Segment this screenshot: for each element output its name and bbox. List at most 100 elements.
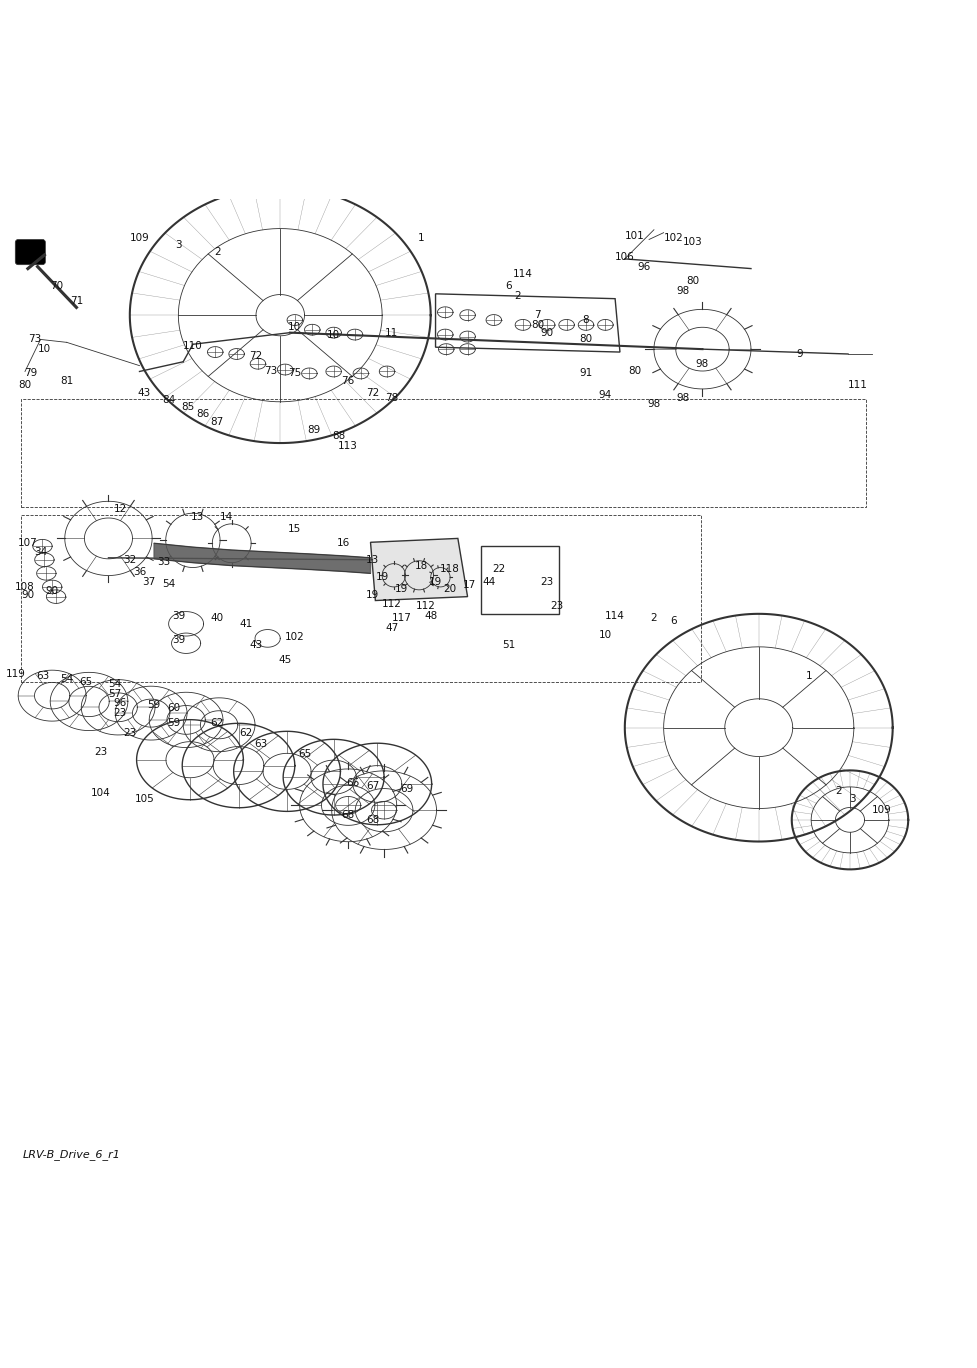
Text: 66: 66 — [347, 778, 360, 788]
Text: 62: 62 — [210, 718, 224, 728]
Text: 19: 19 — [375, 572, 389, 583]
Text: 23: 23 — [550, 602, 564, 611]
Text: 114: 114 — [605, 611, 625, 621]
Text: 88: 88 — [332, 431, 345, 442]
Text: 43: 43 — [138, 387, 151, 398]
Text: 44: 44 — [483, 577, 495, 587]
Text: 54: 54 — [108, 679, 122, 689]
Text: 20: 20 — [444, 584, 456, 594]
Text: 65: 65 — [79, 677, 93, 687]
Text: 63: 63 — [254, 739, 268, 750]
Text: 6: 6 — [505, 280, 512, 291]
Text: 11: 11 — [385, 328, 399, 338]
Text: 37: 37 — [143, 577, 156, 587]
Text: 118: 118 — [441, 565, 460, 575]
Text: 10: 10 — [38, 345, 51, 354]
Text: 68: 68 — [342, 810, 355, 819]
Text: 72: 72 — [365, 387, 379, 398]
Text: 112: 112 — [382, 599, 402, 609]
Text: 48: 48 — [424, 611, 438, 621]
Text: LRV-B_Drive_6_r1: LRV-B_Drive_6_r1 — [23, 1149, 121, 1160]
Text: 68: 68 — [365, 815, 379, 825]
Text: 102: 102 — [285, 632, 305, 643]
Text: 103: 103 — [683, 238, 702, 248]
Text: 85: 85 — [182, 402, 194, 412]
Text: 81: 81 — [61, 376, 73, 386]
Text: 84: 84 — [162, 394, 175, 405]
Text: 108: 108 — [15, 581, 35, 592]
Text: 69: 69 — [400, 784, 413, 793]
Text: 39: 39 — [172, 611, 185, 621]
Text: 2: 2 — [515, 291, 522, 301]
Text: 78: 78 — [385, 393, 399, 402]
Text: 109: 109 — [872, 806, 892, 815]
Text: 57: 57 — [108, 688, 122, 699]
Text: 89: 89 — [308, 424, 320, 435]
Text: 34: 34 — [34, 547, 47, 557]
Text: 45: 45 — [278, 655, 292, 665]
Text: 23: 23 — [113, 709, 127, 718]
Text: 109: 109 — [130, 233, 149, 242]
Text: 107: 107 — [18, 538, 38, 549]
Text: 104: 104 — [91, 788, 110, 798]
Text: 73: 73 — [264, 367, 277, 376]
Text: 14: 14 — [220, 512, 234, 523]
Text: 3: 3 — [175, 241, 182, 250]
Text: 2: 2 — [835, 785, 841, 796]
Text: 80: 80 — [531, 320, 544, 330]
Text: 54: 54 — [162, 579, 175, 590]
Text: 7: 7 — [534, 311, 540, 320]
Text: 67: 67 — [365, 781, 379, 791]
Text: 19: 19 — [365, 590, 379, 599]
Text: 62: 62 — [239, 728, 253, 737]
Text: 76: 76 — [342, 376, 355, 386]
Text: 98: 98 — [676, 286, 690, 295]
Text: 10: 10 — [288, 321, 301, 332]
Text: 19: 19 — [395, 584, 408, 594]
Text: 8: 8 — [582, 315, 589, 326]
Text: 110: 110 — [183, 341, 203, 352]
Text: 23: 23 — [540, 577, 554, 587]
Text: 13: 13 — [365, 555, 379, 565]
Text: 54: 54 — [61, 674, 73, 684]
Text: 1: 1 — [418, 233, 424, 242]
Text: 47: 47 — [385, 622, 399, 633]
Text: 105: 105 — [135, 793, 154, 803]
Text: 98: 98 — [676, 393, 690, 402]
Text: 80: 80 — [686, 276, 700, 286]
Text: 12: 12 — [113, 505, 127, 514]
Text: 98: 98 — [648, 399, 660, 409]
Text: 33: 33 — [157, 557, 170, 566]
Text: 1: 1 — [806, 672, 813, 681]
Text: 10: 10 — [327, 330, 340, 339]
Text: 15: 15 — [288, 524, 302, 534]
Text: 94: 94 — [599, 390, 612, 399]
Text: 96: 96 — [638, 261, 651, 272]
Text: 90: 90 — [540, 328, 554, 338]
Text: 90: 90 — [46, 586, 59, 596]
Text: 102: 102 — [663, 233, 683, 242]
Polygon shape — [370, 539, 468, 601]
Text: 2: 2 — [214, 248, 221, 257]
Text: 101: 101 — [624, 231, 645, 241]
Bar — [21, 398, 866, 508]
Text: 70: 70 — [51, 280, 64, 291]
Text: 23: 23 — [123, 728, 137, 737]
Text: 71: 71 — [69, 295, 83, 305]
Text: 36: 36 — [133, 568, 147, 577]
Text: 91: 91 — [579, 368, 593, 379]
Text: 80: 80 — [579, 334, 592, 345]
Text: 65: 65 — [298, 748, 311, 759]
Text: 17: 17 — [463, 580, 476, 590]
Text: 90: 90 — [21, 590, 34, 599]
Text: 111: 111 — [848, 380, 868, 390]
Text: 59: 59 — [167, 718, 180, 728]
Text: 51: 51 — [502, 640, 515, 650]
Text: 80: 80 — [19, 380, 31, 390]
Text: 98: 98 — [696, 358, 709, 369]
Text: 59: 59 — [148, 700, 160, 710]
Text: 3: 3 — [850, 793, 856, 803]
FancyBboxPatch shape — [16, 239, 45, 264]
Text: 39: 39 — [172, 635, 185, 646]
Text: 113: 113 — [338, 442, 359, 451]
